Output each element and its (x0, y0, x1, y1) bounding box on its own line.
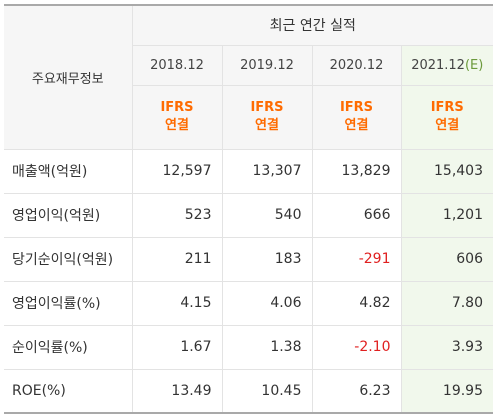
row-label: 영업이익률(%) (4, 280, 133, 326)
standard-header-2019: IFRS 연결 (221, 84, 313, 150)
table-row-net-margin: 순이익률(%) 1.67 1.38 -2.10 3.93 (4, 324, 493, 370)
row-label-header: 주요재무정보 (4, 4, 133, 150)
year-header-2019: 2019.12 (221, 44, 313, 86)
value-cell: 13,829 (311, 148, 402, 194)
row-label: 영업이익(억원) (4, 192, 133, 238)
value-cell: 1.67 (131, 324, 223, 370)
standard-ifrs: IFRS (160, 100, 194, 115)
standard-ifrs: IFRS (250, 100, 284, 115)
year-label: 2021.12 (411, 57, 465, 73)
header-row-standard: IFRS 연결 IFRS 연결 IFRS 연결 IFRS 연결 (4, 84, 493, 150)
value-cell: 1.38 (221, 324, 313, 370)
value-cell: 523 (131, 192, 223, 238)
value-cell-estimate: 7.80 (400, 280, 493, 326)
value-cell: 6.23 (311, 368, 402, 414)
standard-header-2020: IFRS 연결 (311, 84, 402, 150)
year-header-2018: 2018.12 (132, 44, 223, 86)
standard-consolidated: 연결 (255, 118, 279, 133)
value-cell: 12,597 (131, 148, 223, 194)
value-cell: 10.45 (221, 368, 313, 414)
value-cell: 4.82 (311, 280, 402, 326)
value-cell: 13,307 (221, 148, 313, 194)
financial-summary-table: 주요재무정보 최근 연간 실적 2018.12 2019.12 2020.12 … (4, 4, 493, 414)
value-cell-estimate: 606 (400, 236, 493, 282)
year-header-2020: 2020.12 (311, 44, 402, 86)
standard-consolidated: 연결 (435, 118, 460, 133)
standard-consolidated: 연결 (165, 118, 189, 133)
value-cell: 4.15 (131, 280, 223, 326)
value-cell-estimate: 3.93 (400, 324, 493, 370)
value-cell: 211 (131, 236, 223, 282)
standard-header-2021-estimate: IFRS 연결 (400, 84, 493, 150)
value-cell: 666 (311, 192, 402, 238)
standard-ifrs: IFRS (430, 100, 464, 115)
estimate-marker: (E) (464, 57, 484, 73)
value-cell: 4.06 (221, 280, 313, 326)
standard-consolidated: 연결 (344, 118, 369, 133)
value-cell-estimate: 15,403 (400, 148, 493, 194)
row-label: 매출액(억원) (4, 148, 133, 194)
year-label: 2020.12 (329, 57, 384, 73)
year-header-2021-estimate: 2021.12(E) (400, 44, 493, 86)
standard-ifrs: IFRS (339, 100, 374, 115)
row-label: 당기순이익(억원) (4, 236, 133, 282)
row-label: 순이익률(%) (4, 324, 133, 370)
table-row-revenue: 매출액(억원) 12,597 13,307 13,829 15,403 (4, 148, 493, 194)
table-row-operating-profit: 영업이익(억원) 523 540 666 1,201 (4, 192, 493, 238)
year-label: 2018.12 (150, 57, 204, 73)
value-cell: 540 (221, 192, 313, 238)
period-title: 최근 연간 실적 (131, 4, 493, 46)
standard-header-2018: IFRS 연결 (132, 84, 223, 150)
table-row-operating-margin: 영업이익률(%) 4.15 4.06 4.82 7.80 (4, 280, 493, 326)
table-row-roe: ROE(%) 13.49 10.45 6.23 19.95 (4, 368, 493, 414)
table-row-net-income: 당기순이익(억원) 211 183 -291 606 (4, 236, 493, 282)
header-row-period: 주요재무정보 최근 연간 실적 (4, 4, 493, 150)
row-label: ROE(%) (4, 368, 133, 414)
value-cell: 13.49 (131, 368, 223, 414)
value-cell-estimate: 1,201 (400, 192, 493, 238)
value-cell: 183 (221, 236, 313, 282)
value-cell: -2.10 (311, 324, 402, 370)
value-cell-estimate: 19.95 (400, 368, 493, 414)
year-label: 2019.12 (240, 57, 294, 73)
value-cell: -291 (311, 236, 402, 282)
